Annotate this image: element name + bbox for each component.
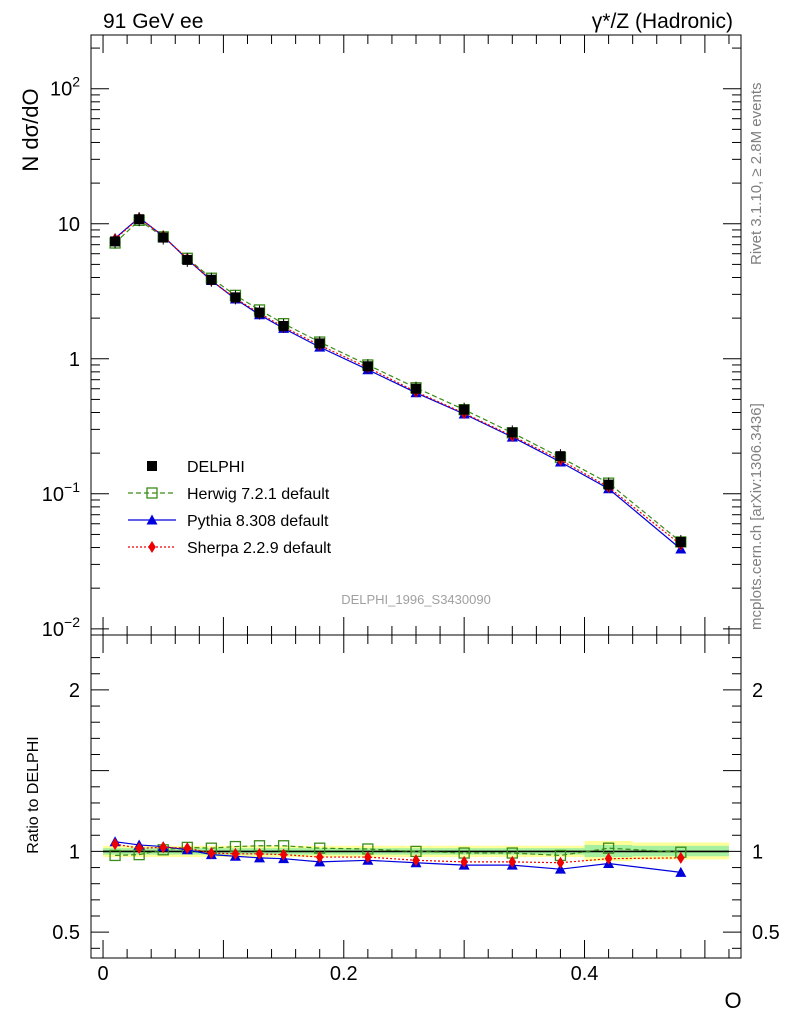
ratio-point-sherpa	[111, 838, 119, 851]
legend-label-herwig: Herwig 7.2.1 default	[187, 486, 330, 503]
ratio-point-sherpa	[556, 856, 565, 869]
ratio-point-sherpa	[604, 852, 613, 865]
ratio-point-sherpa	[460, 855, 468, 868]
rivet-version-label: Rivet 3.1.10, ≥ 2.8M events	[748, 83, 765, 266]
point-data	[459, 404, 470, 415]
x-tick-label: 0	[97, 963, 108, 985]
point-data	[555, 451, 566, 462]
ratio-y-tick-label: 2	[69, 680, 80, 702]
ratio-point-sherpa	[183, 842, 192, 855]
ratio-point-sherpa	[279, 848, 288, 861]
series-line-pythia	[114, 216, 682, 550]
point-data	[314, 338, 325, 349]
ratio-y-axis-title: Ratio to DELPHI	[25, 736, 42, 853]
ratio-y-tick-label: 0.5	[52, 922, 80, 944]
legend-marker-herwig	[146, 487, 158, 499]
ratio-point-sherpa	[255, 847, 264, 860]
point-data	[110, 236, 121, 247]
ratio-y-tick-label-right: 0.5	[752, 922, 780, 944]
x-tick-label: 0.2	[330, 963, 358, 985]
legend-marker-data	[147, 461, 157, 471]
main-y-tick-label: 10	[58, 214, 80, 236]
legend: DELPHI Herwig 7.2.1 default Pythia 8.308 d…	[128, 459, 332, 557]
point-data	[278, 320, 289, 331]
legend-label-data: DELPHI	[187, 459, 245, 476]
main-y-tick-label: 1	[69, 349, 80, 371]
header-right-label: γ*/Z (Hadronic)	[592, 10, 733, 33]
ratio-series-sherpa	[111, 838, 685, 869]
ratio-point-sherpa	[508, 855, 517, 868]
ratio-point-sherpa	[207, 847, 216, 860]
series-line-herwig	[114, 219, 682, 543]
series-line-sherpa	[114, 217, 682, 546]
x-tick-label: 0.4	[571, 963, 599, 985]
series-data	[110, 212, 686, 549]
ratio-point-sherpa	[412, 854, 420, 867]
main-y-tick-label: 10−2	[42, 614, 80, 641]
point-data	[134, 214, 145, 225]
ratio-line-sherpa	[114, 843, 681, 864]
legend-label-sherpa: Sherpa 2.2.9 default	[187, 540, 332, 557]
header-left-label: 91 GeV ee	[103, 10, 203, 33]
main-y-axis-title: N dσ/dO	[18, 88, 43, 171]
legend-label-pythia: Pythia 8.308 default	[187, 513, 329, 530]
ratio-point-sherpa	[231, 847, 240, 860]
ratio-frame	[90, 634, 742, 959]
ratio-point-sherpa	[135, 842, 143, 855]
ratio-y-tick-label-right: 2	[752, 680, 763, 702]
point-data	[254, 307, 265, 318]
ratio-y-tick-label: 1	[69, 841, 80, 863]
point-data	[158, 232, 169, 243]
main-y-tick-label: 102	[50, 74, 80, 101]
analysis-watermark: DELPHI_1996_S3430090	[341, 592, 491, 607]
point-data	[362, 361, 373, 372]
ratio-point-sherpa	[159, 841, 168, 854]
legend-marker-pythia	[146, 514, 158, 525]
ratio-point-herwig	[109, 849, 121, 862]
ratio-point-sherpa	[364, 851, 372, 864]
ratio-panel: 2 2 1 1 0.5 0.5 0 0.2 0.4 Ratio to DELPHI O	[25, 634, 780, 1013]
ratio-y-tick-label-right: 1	[752, 841, 763, 863]
point-data	[507, 427, 518, 438]
ratio-point-sherpa	[315, 851, 324, 864]
point-data	[675, 536, 686, 547]
ratio-point-sherpa	[677, 851, 685, 864]
legend-marker-sherpa	[148, 541, 156, 553]
point-data	[411, 383, 421, 394]
point-data	[206, 274, 217, 285]
main-y-tick-label: 10−1	[42, 479, 80, 506]
point-data	[230, 292, 241, 303]
x-axis-title: O	[724, 988, 741, 1013]
point-data	[182, 254, 193, 265]
point-data	[603, 479, 614, 490]
mcplots-reference-label: mcplots.cern.ch [arXiv:1306.3436]	[748, 403, 765, 630]
main-panel: 102 10 1 10−1 10−2 N dσ/dO DELPHI_1996_S3430…	[18, 34, 742, 641]
ratio-point-pythia	[675, 866, 687, 877]
